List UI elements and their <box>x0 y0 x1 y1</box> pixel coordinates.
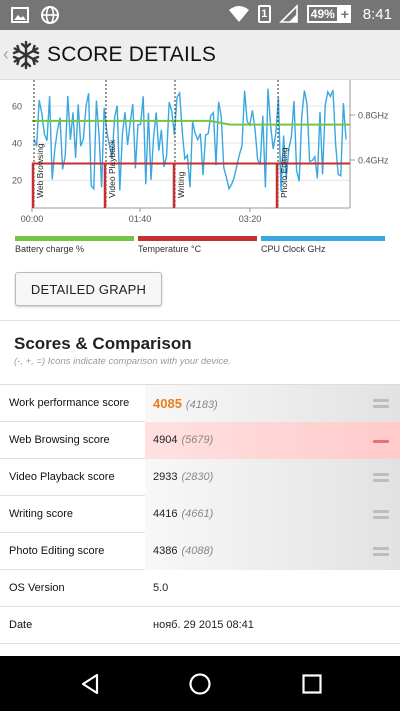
row-value-cell: 4904 (5679) <box>145 422 400 459</box>
x-tick-label: 00:00 <box>21 214 44 224</box>
legend-battery: Battery charge % <box>15 236 134 256</box>
table-row-video-playback[interactable]: Video Playback score 2933 (2830) <box>0 459 400 496</box>
sim-icon: 1 <box>257 5 271 23</box>
legend-label-temperature: Temperature °C <box>138 244 202 254</box>
row-value-cell: нояб. 29 2015 08:41 <box>145 607 400 644</box>
wifi-icon <box>228 6 249 22</box>
reference-value: (4088) <box>181 545 214 557</box>
scores-subtitle: (-, +, =) Icons indicate comparison with… <box>14 356 232 367</box>
back-chevron-icon[interactable]: ‹ <box>3 44 9 64</box>
reference-value: (4661) <box>181 508 214 520</box>
table-row-photo-editing[interactable]: Photo Editing score 4386 (4088) <box>0 533 400 570</box>
battery-icon: 49% + <box>306 5 351 23</box>
section-label: Web Browsing <box>35 143 45 198</box>
row-value-cell: 4085 (4183) <box>145 385 400 422</box>
app-bar: ‹ SCORE DETAILS <box>0 30 400 80</box>
right-tick-label: 0.4GHz <box>358 156 389 166</box>
detailed-graph-button[interactable]: DETAILED GRAPH <box>15 272 162 306</box>
table-row-work-performance[interactable]: Work performance score 4085 (4183) <box>0 385 400 422</box>
row-value-cell: 2933 (2830) <box>145 459 400 496</box>
battery-graph: 60 40 20 0.8GHz 0.4GHz 00:00 01:40 03:20 Web Bro… <box>0 80 400 230</box>
y-tick-label: 60 <box>12 102 22 112</box>
battery-percent: 49% <box>306 5 339 23</box>
row-name: Video Playback score <box>9 471 115 483</box>
row-value: 4085 (4183) <box>153 385 218 424</box>
snowflake-icon <box>12 40 40 69</box>
row-name: Date <box>9 619 33 631</box>
equal-icon <box>373 399 389 409</box>
row-value: 4904 (5679) <box>153 422 213 459</box>
row-name: Work performance score <box>9 397 130 409</box>
back-icon[interactable] <box>78 672 102 696</box>
row-value: 5.0 <box>153 582 169 594</box>
legend-label-cpu: CPU Clock GHz <box>261 244 326 254</box>
battery-line <box>32 119 350 126</box>
row-name: Writing score <box>9 508 73 520</box>
right-tick-label: 0.8GHz <box>358 111 389 121</box>
graph-legend: Battery charge % Temperature °C CPU Cloc… <box>0 236 400 258</box>
section-label: Video Playback <box>107 139 117 198</box>
scores-table: Work performance score 4085 (4183) Web Br… <box>0 384 400 644</box>
status-bar: 1 49% + 8:41 <box>0 0 400 30</box>
table-row-web-browsing[interactable]: Web Browsing score 4904 (5679) <box>0 422 400 459</box>
scores-title: Scores & Comparison <box>14 334 192 353</box>
table-row-os-version: OS Version 5.0 <box>0 570 400 607</box>
row-value-cell: 4416 (4661) <box>145 496 400 533</box>
score-value: 4416 <box>153 508 178 520</box>
x-tick-label: 01:40 <box>129 214 152 224</box>
globe-icon <box>41 6 59 24</box>
row-value-cell: 4386 (4088) <box>145 533 400 570</box>
legend-swatch-battery <box>15 236 134 241</box>
recents-icon[interactable] <box>300 672 324 696</box>
minus-icon <box>373 440 389 443</box>
signal-icon <box>278 4 298 23</box>
row-value: 4386 (4088) <box>153 533 213 570</box>
y-tick-label: 40 <box>12 139 22 149</box>
page-title: SCORE DETAILS <box>47 42 217 66</box>
cpu-clock-line <box>33 88 347 192</box>
row-value-cell: 5.0 <box>145 570 400 607</box>
score-value: 4085 <box>153 396 182 411</box>
equal-icon <box>373 547 389 557</box>
score-value: 4386 <box>153 545 178 557</box>
status-time: 8:41 <box>362 5 392 23</box>
reference-value: (2830) <box>181 471 214 483</box>
reference-value: (5679) <box>181 434 214 446</box>
legend-cpu: CPU Clock GHz <box>261 236 385 256</box>
divider <box>0 320 400 321</box>
legend-label-battery: Battery charge % <box>15 244 85 254</box>
legend-temperature: Temperature °C <box>138 236 257 256</box>
home-icon[interactable] <box>188 672 212 696</box>
table-row-writing[interactable]: Writing score 4416 (4661) <box>0 496 400 533</box>
battery-charging-plus: + <box>338 5 351 23</box>
row-value: нояб. 29 2015 08:41 <box>153 619 254 631</box>
section-label: Photo Editing <box>279 147 289 198</box>
legend-swatch-temperature <box>138 236 257 241</box>
equal-icon <box>373 510 389 520</box>
navigation-bar <box>0 656 400 711</box>
score-value: 2933 <box>153 471 178 483</box>
x-tick-label: 03:20 <box>239 214 262 224</box>
y-tick-label: 20 <box>12 176 22 186</box>
graph-svg: 60 40 20 0.8GHz 0.4GHz 00:00 01:40 03:20 Web Bro… <box>12 80 389 224</box>
row-name: Web Browsing score <box>9 434 110 446</box>
score-value: 4904 <box>153 434 178 446</box>
reference-value: (4183) <box>185 399 218 411</box>
section-label: Writing <box>176 171 186 198</box>
legend-swatch-cpu <box>261 236 385 241</box>
row-name: Photo Editing score <box>9 545 105 557</box>
table-row-date: Date нояб. 29 2015 08:41 <box>0 607 400 644</box>
row-name: OS Version <box>9 582 65 594</box>
equal-icon <box>373 473 389 483</box>
image-icon <box>11 7 29 23</box>
row-value: 2933 (2830) <box>153 459 213 496</box>
row-value: 4416 (4661) <box>153 496 213 533</box>
